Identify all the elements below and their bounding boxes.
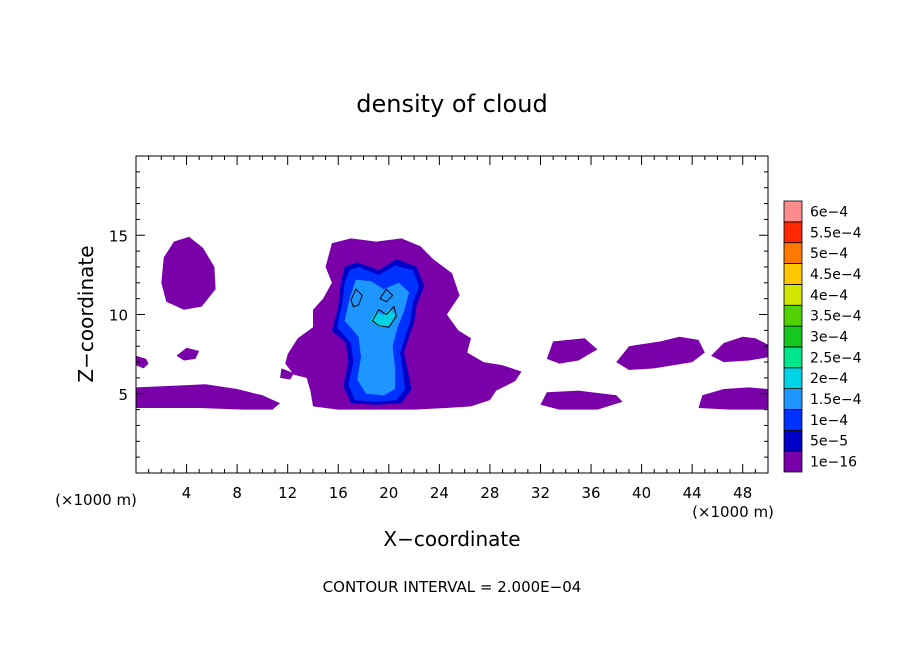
density-region-1 xyxy=(136,384,281,410)
density-region-7 xyxy=(546,338,598,364)
x-axis: 4 8 12 16 20 24 28 32 36 40 44 48 xyxy=(148,156,756,502)
contour-line-0 xyxy=(350,288,363,308)
contour-interval-note: CONTOUR INTERVAL = 2.000E−04 xyxy=(323,578,582,596)
colorbar-label: 3e−4 xyxy=(810,330,848,346)
contour-line-1 xyxy=(371,305,397,328)
x-tick-label: 20 xyxy=(379,484,398,502)
y-tick-label: 10 xyxy=(109,307,128,325)
y-tick-label: 5 xyxy=(118,386,128,404)
x-tick-label: 28 xyxy=(480,484,499,502)
colorbar-swatch xyxy=(783,325,803,348)
plot-regions xyxy=(136,236,768,410)
colorbar-label: 3.5e−4 xyxy=(810,309,862,325)
colorbar-label: 5.5e−4 xyxy=(810,225,862,241)
colorbar-swatch xyxy=(783,242,803,264)
x-unit-label: (×1000 m) xyxy=(692,503,774,521)
x-tick-label: 4 xyxy=(182,484,192,502)
colorbar-label: 1e−16 xyxy=(810,455,857,471)
contour-lines xyxy=(350,288,397,328)
colorbar-swatch xyxy=(783,429,803,452)
density-region-9 xyxy=(711,336,768,363)
plot-frame xyxy=(135,155,769,474)
density-region-13 xyxy=(344,279,409,396)
x-tick-label: 40 xyxy=(632,484,651,502)
density-region-6 xyxy=(540,390,623,410)
colorbar-swatch xyxy=(783,221,803,244)
density-region-0 xyxy=(161,236,216,310)
y-axis-label: Z−coordinate xyxy=(74,245,98,382)
colorbar-swatch xyxy=(783,263,803,285)
x-tick-label: 8 xyxy=(232,484,242,502)
colorbar-label: 6e−4 xyxy=(810,204,848,220)
density-region-10 xyxy=(698,387,768,410)
colorbar-label: 2e−4 xyxy=(810,371,848,387)
y-unit-label: (×1000 m) xyxy=(55,491,137,509)
density-region-4 xyxy=(280,368,294,380)
x-tick-label: 48 xyxy=(733,484,752,502)
x-tick-label: 44 xyxy=(683,484,702,502)
x-tick-label: 32 xyxy=(531,484,550,502)
colorbar: 1e−16 5e−5 1e−4 1.5e−4 2e−4 2.5e−4 3e−4 3.5e−4 4… xyxy=(783,200,862,473)
colorbar-label: 2.5e−4 xyxy=(810,350,862,366)
colorbar-swatch xyxy=(783,200,803,223)
x-axis-label: X−coordinate xyxy=(383,527,520,551)
colorbar-swatch xyxy=(783,283,803,306)
x-tick-label: 36 xyxy=(581,484,600,502)
x-tick-label: 12 xyxy=(278,484,297,502)
colorbar-label: 5e−5 xyxy=(810,434,848,450)
y-tick-label: 15 xyxy=(109,227,128,245)
colorbar-label: 1.5e−4 xyxy=(810,392,862,408)
density-region-2 xyxy=(136,355,149,369)
colorbar-swatch xyxy=(783,346,803,369)
colorbar-swatch xyxy=(783,409,803,431)
density-region-8 xyxy=(616,336,705,370)
contour-line-2 xyxy=(379,288,394,303)
x-tick-label: 24 xyxy=(430,484,449,502)
density-region-14 xyxy=(369,308,396,328)
x-tick-label: 16 xyxy=(329,484,348,502)
colorbar-swatch xyxy=(783,388,803,410)
colorbar-label: 1e−4 xyxy=(810,413,848,429)
colorbar-swatch xyxy=(783,367,803,390)
colorbar-label: 4.5e−4 xyxy=(810,267,862,283)
colorbar-label: 5e−4 xyxy=(810,246,848,262)
density-region-3 xyxy=(176,347,200,361)
colorbar-swatch xyxy=(783,304,803,327)
colorbar-swatch xyxy=(783,450,803,473)
colorbar-label: 4e−4 xyxy=(810,288,848,304)
chart-title: density of cloud xyxy=(356,90,547,118)
y-axis: 5 10 15 xyxy=(109,171,768,458)
